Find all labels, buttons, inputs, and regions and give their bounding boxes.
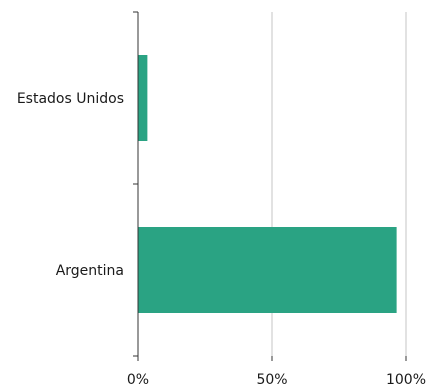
category-labels: Estados Unidos Argentina (17, 91, 124, 279)
bars (138, 55, 397, 313)
bar-estados-unidos (138, 55, 148, 141)
category-label: Estados Unidos (17, 91, 124, 107)
category-label: Argentina (56, 263, 124, 279)
axes (133, 11, 407, 361)
x-tick-label: 100% (386, 372, 426, 388)
x-tick-label: 0% (127, 372, 149, 388)
x-tick-label: 50% (256, 372, 287, 388)
bar-argentina (138, 227, 397, 313)
x-tick-labels: 0% 50% 100% (127, 372, 426, 388)
